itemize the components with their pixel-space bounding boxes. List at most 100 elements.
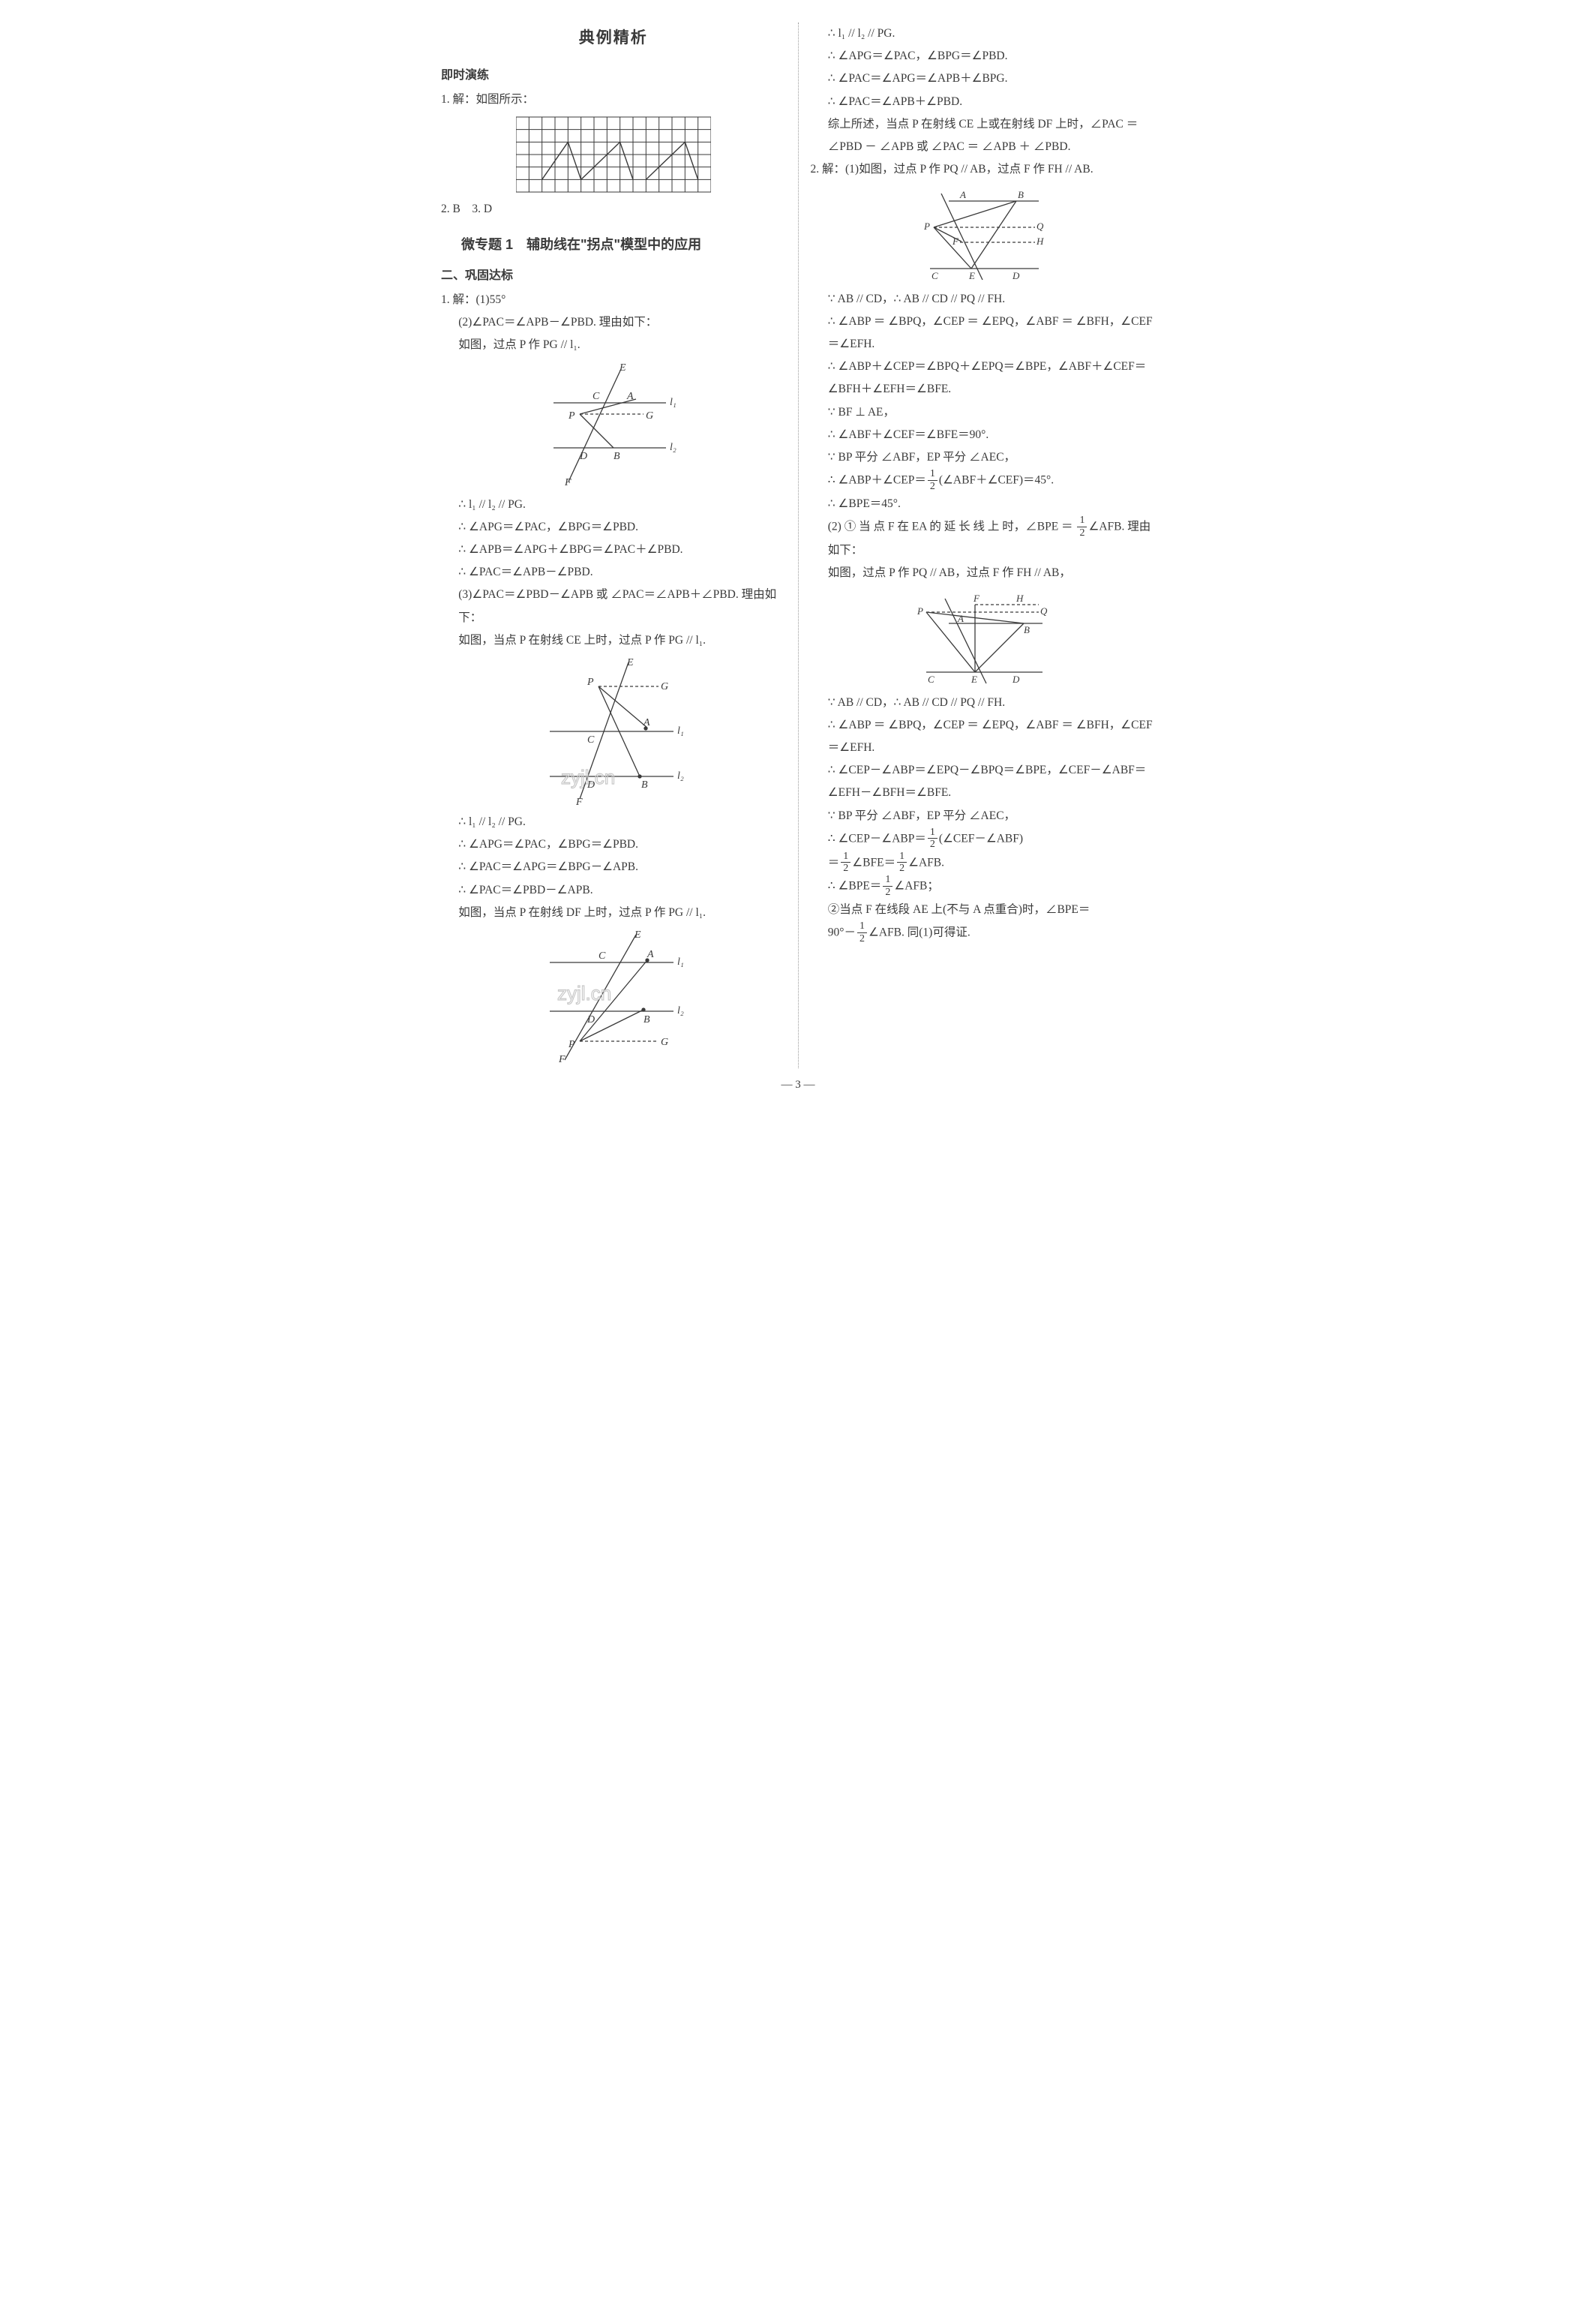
d1-2: ∴ ∠APG＝∠PAC，∠BPG＝∠PBD. xyxy=(441,516,786,539)
lbl2-B: B xyxy=(641,779,648,791)
answers-2-3: 2. B 3. D xyxy=(441,198,786,221)
lbl-F: F xyxy=(564,477,572,488)
lbl3-l2: l₂ xyxy=(677,1005,684,1016)
f1-6a: ＝ xyxy=(828,856,840,869)
lbl4-H: H xyxy=(1036,236,1044,247)
lbl-l1: l₁ xyxy=(670,397,676,408)
d1-3: ∴ ∠APB＝∠APG＋∠BPG＝∠PAC＋∠PBD. xyxy=(441,539,786,561)
lbl3-D: D xyxy=(586,1014,595,1025)
e1-6: ∵ BP 平分 ∠ABF，EP 平分 ∠AEC， xyxy=(811,446,1156,469)
q2-3: 如图，过点 P 作 PQ // AB，过点 F 作 FH // AB， xyxy=(811,562,1156,584)
g1b: 90°－ xyxy=(828,926,856,939)
figure-4: A B P Q F H C E D xyxy=(908,186,1058,284)
figure-3: E C A l₁ D B l₂ P G F zyjl.cn xyxy=(535,929,692,1064)
d1-1: ∴ l₁ // l₂ // PG. xyxy=(441,494,786,516)
page-number: — 3 — xyxy=(429,1079,1167,1091)
f1-5b: (∠CEF－∠ABF) xyxy=(939,832,1023,845)
f1-7a: ∴ ∠BPE＝ xyxy=(828,880,882,893)
lbl5-H: H xyxy=(1016,593,1024,604)
lbl2-l1: l₁ xyxy=(677,725,684,737)
frac-icon: 12 xyxy=(897,851,907,875)
watermark-2: zyjl.cn xyxy=(557,982,611,1004)
left-column: 典例精析 即时演练 1. 解：如图所示： 2. B 3. D 微专题 1 辅助线… xyxy=(429,23,799,1068)
lbl2-l2: l₂ xyxy=(677,770,684,782)
lbl4-Q: Q xyxy=(1036,221,1044,232)
d2-2: ∴ ∠APG＝∠PAC，∠BPG＝∠PBD. xyxy=(441,833,786,856)
lbl2-A: A xyxy=(643,717,650,728)
lbl4-A: A xyxy=(959,189,966,200)
r4: ∴ ∠PAC＝∠APB＋∠PBD. xyxy=(811,91,1156,113)
lbl2-F: F xyxy=(575,797,583,806)
section2-heading: 二、巩固达标 xyxy=(441,264,786,287)
e1-5: ∴ ∠ABF＋∠CEF＝∠BFE＝90°. xyxy=(811,424,1156,446)
lbl-C: C xyxy=(592,391,600,402)
lbl3-l1: l₁ xyxy=(677,956,684,968)
lbl5-Q: Q xyxy=(1040,605,1048,617)
right-column: ∴ l₁ // l₂ // PG. ∴ ∠APG＝∠PAC，∠BPG＝∠PBD.… xyxy=(799,23,1168,1068)
lbl4-C: C xyxy=(932,270,938,281)
f1-6c: ∠AFB. xyxy=(908,856,944,869)
lbl-B: B xyxy=(614,451,620,462)
practice-heading: 即时演练 xyxy=(441,64,786,87)
f1-7: ∴ ∠BPE＝12∠AFB； xyxy=(811,875,1156,899)
lbl-G: G xyxy=(646,410,653,422)
lbl5-A: A xyxy=(957,613,964,624)
lbl2-C: C xyxy=(587,734,595,746)
f1-5: ∴ ∠CEP－∠ABP＝12(∠CEF－∠ABF) xyxy=(811,827,1156,851)
lbl2-E: E xyxy=(626,657,634,668)
lbl5-F: F xyxy=(973,593,980,604)
lbl2-G: G xyxy=(661,681,668,692)
r3: ∴ ∠PAC＝∠APG＝∠APB＋∠BPG. xyxy=(811,68,1156,90)
q1-1: 1. 解：(1)55° xyxy=(441,289,786,311)
frac-icon: 12 xyxy=(841,851,850,875)
lbl5-D: D xyxy=(1012,674,1020,685)
d2-1: ∴ l₁ // l₂ // PG. xyxy=(441,811,786,833)
lbl4-B: B xyxy=(1018,189,1024,200)
g1c: ∠AFB. 同(1)可得证. xyxy=(868,926,970,939)
frac-icon: 12 xyxy=(928,468,938,492)
frac-icon: 12 xyxy=(1077,515,1087,539)
figure-1: E C A l₁ P G D B l₂ F xyxy=(538,362,688,489)
lbl-P: P xyxy=(568,410,575,422)
lbl3-G: G xyxy=(661,1037,668,1048)
r1: ∴ l₁ // l₂ // PG. xyxy=(811,23,1156,45)
f1-6b: ∠BFE＝ xyxy=(852,856,896,869)
g1-cont: 90°－12∠AFB. 同(1)可得证. xyxy=(811,921,1156,945)
q1-2: (2)∠PAC＝∠APB－∠PBD. 理由如下： xyxy=(441,311,786,334)
frac-icon: 12 xyxy=(883,874,892,898)
frac-icon: 12 xyxy=(928,827,938,851)
lbl3-F: F xyxy=(558,1054,566,1064)
e1-7: ∴ ∠ABP＋∠CEP＝12(∠ABF＋∠CEF)＝45°. xyxy=(811,469,1156,493)
q1-line: 1. 解：如图所示： xyxy=(441,89,786,111)
e1-4: ∵ BF ⊥ AE， xyxy=(811,401,1156,424)
lbl3-B: B xyxy=(644,1014,650,1025)
q1-3: 如图，过点 P 作 PG // l₁. xyxy=(441,334,786,356)
topic-title: 微专题 1 辅助线在"拐点"模型中的应用 xyxy=(441,232,786,258)
q2-2a: (2) ① 当 点 F 在 EA 的 延 长 线 上 时，∠BPE ＝ xyxy=(828,521,1076,533)
lbl5-C: C xyxy=(928,674,934,685)
frac-icon: 12 xyxy=(857,920,867,944)
q2-2: (2) ① 当 点 F 在 EA 的 延 长 线 上 时，∠BPE ＝ 12∠A… xyxy=(811,515,1156,562)
d2-3: ∴ ∠PAC＝∠APG＝∠BPG－∠APB. xyxy=(441,856,786,878)
f1-5a: ∴ ∠CEP－∠ABP＝ xyxy=(828,832,926,845)
main-title: 典例精析 xyxy=(441,23,786,53)
watermark-1: zyjl.cn xyxy=(561,766,615,788)
lbl-A: A xyxy=(626,391,634,402)
f1-7b: ∠AFB； xyxy=(894,880,939,893)
e1-1: ∵ AB // CD，∴ AB // CD // PQ // FH. xyxy=(811,288,1156,311)
lbl3-P: P xyxy=(568,1039,575,1050)
lbl4-D: D xyxy=(1012,270,1020,281)
lbl5-P: P xyxy=(916,605,923,617)
d2-4: ∴ ∠PAC＝∠PBD－∠APB. xyxy=(441,879,786,902)
lbl-D: D xyxy=(579,451,587,462)
lbl5-E: E xyxy=(970,674,977,685)
f1-1: ∵ AB // CD，∴ AB // CD // PQ // FH. xyxy=(811,692,1156,714)
q1-6: 如图，当点 P 在射线 CE 上时，过点 P 作 PG // l₁. xyxy=(441,629,786,652)
grid-diagram xyxy=(516,116,711,194)
lbl4-E: E xyxy=(968,270,975,281)
e1-7a: ∴ ∠ABP＋∠CEP＝ xyxy=(828,474,926,487)
lbl2-P: P xyxy=(586,677,594,688)
q2-1: 2. 解：(1)如图，过点 P 作 PQ // AB，过点 F 作 FH // … xyxy=(811,158,1156,181)
d1-4: ∴ ∠PAC＝∠APB－∠PBD. xyxy=(441,561,786,584)
g1a: ②当点 F 在线段 AE 上(不与 A 点重合)时，∠BPE＝ xyxy=(828,903,1090,916)
